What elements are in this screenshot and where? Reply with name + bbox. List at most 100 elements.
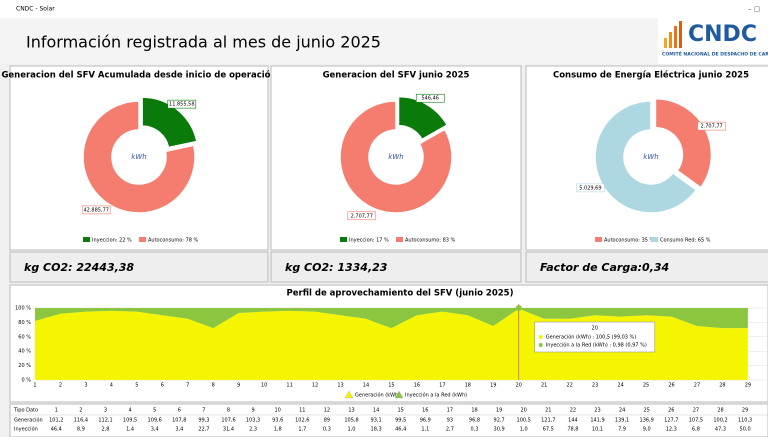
logo-subtitle: COMITÉ NACIONAL DE DESPACHO DE CARGA [662,50,768,58]
tooltip-title: 20 [592,326,598,332]
x-tick-label: 19 [490,383,496,389]
table-cell: 2,7 [446,427,454,433]
panel-title: Generacion del SFV junio 2025 [323,71,470,81]
table-cell: 22,7 [198,427,209,433]
table-cell: 12,3 [666,427,677,433]
table-cell: 93 [447,418,453,424]
table-cell: 93,6 [272,418,283,424]
table-cell: 46,4 [395,427,406,433]
x-tick-label: 16 [414,383,420,389]
data-label: 42.885,77 [83,207,108,213]
table-cell: 0,3 [323,427,331,433]
table-cell: 7,9 [618,427,626,433]
table-cell: 18,3 [371,427,382,433]
x-tick-label: 10 [261,383,267,389]
data-label-box [81,205,111,215]
legend-entry: Consumo Red: 65 % [660,238,711,244]
tooltip [534,321,656,353]
table-header: 24 [619,408,625,414]
data-label: 2.707,77 [700,124,722,130]
legend-swatch [340,237,347,242]
tooltip-swatch [538,335,543,339]
table-cell: 0,3 [471,427,479,433]
table-cell: 136,9 [640,418,654,424]
donut-center: kWh [643,153,658,161]
table-header: 2 [79,408,82,414]
y-tick-label: 40 % [18,349,31,355]
table-cell: 127,7 [664,418,678,424]
table-cell: 3,4 [175,427,183,433]
table-header: 5 [153,408,156,414]
kpi-box [270,251,522,283]
x-tick-label: 20 [516,383,522,389]
x-tick-label: 27 [694,383,700,389]
table-header: 8 [227,408,230,414]
table-cell: 8,9 [77,427,85,433]
kpi-value: Factor de Carga:0,34 [540,261,669,274]
data-label: 546,46 [421,96,439,102]
legend-swatch [344,390,354,399]
table-cell: 101,2 [49,418,63,424]
x-tick-label: 4 [110,383,113,389]
x-tick-label: 3 [84,383,87,389]
table-cell: 31,4 [223,427,234,433]
table-cell: 96,9 [420,418,431,424]
table-header: 25 [644,408,650,414]
table-cell: 112,1 [98,418,112,424]
table-cell: 46,4 [51,427,62,433]
table-header: 13 [348,408,354,414]
table-cell: 107,5 [689,418,703,424]
donut-center: kWh [131,153,146,161]
table-cell: 89 [324,418,330,424]
kpi-value: kg CO2: 22443,38 [24,261,134,274]
panel [9,65,269,251]
table-header: 16 [422,408,428,414]
data-label-box [167,99,197,109]
table-cell: 1,7 [298,427,306,433]
table-cell: 1,0 [520,427,528,433]
x-tick-label: 28 [719,383,725,389]
table-header: 19 [496,408,502,414]
table-header: 23 [594,408,600,414]
table-cell: 30,9 [494,427,505,433]
x-tick-label: 15 [388,383,394,389]
table-header: 29 [742,408,748,414]
legend-entry: Inyeccion: 22 % [92,238,132,244]
table-cell: 103,3 [246,418,260,424]
table-cell: 116,4 [74,418,88,424]
table-cell: 47,3 [715,427,726,433]
table-cell: 100,5 [517,418,531,424]
table-header: 12 [324,408,330,414]
x-tick-label: 2 [59,383,62,389]
table-cell: 2,8 [102,427,110,433]
x-tick-label: 18 [465,383,471,389]
kpi-box [525,251,768,283]
area [35,308,748,329]
logo-bars [664,21,682,48]
donut-segment [82,100,196,214]
table-header: 15 [398,408,404,414]
legend-entry: Autoconsumo: 83 % [405,238,456,244]
table-cell: 92,7 [494,418,505,424]
table-header: 26 [668,408,674,414]
x-tick-label: 22 [566,383,572,389]
x-tick-label: 25 [643,383,649,389]
table-header: 22 [570,408,576,414]
kpi-value: kg CO2: 1334,23 [285,261,388,274]
table-cell: 2,3 [249,427,257,433]
y-tick-label: 80 % [18,320,31,326]
legend-entry: Generación (kWh) [355,392,400,399]
table-cell: 99,3 [198,418,209,424]
donut-segment [654,97,713,189]
x-tick-label: 23 [592,383,598,389]
data-label-box [415,93,445,103]
x-tick-label: 7 [186,383,189,389]
data-label-box [697,121,726,131]
table-header: 11 [299,408,305,414]
table-cell: 121,7 [541,418,555,424]
data-label-box [576,183,605,193]
table-cell: 144 [568,418,578,424]
kpi-box [9,251,269,283]
chart-title: Perfil de aprovechamiento del SFV (junio… [287,289,514,299]
window-controls[interactable]: – ▢ [748,5,760,13]
